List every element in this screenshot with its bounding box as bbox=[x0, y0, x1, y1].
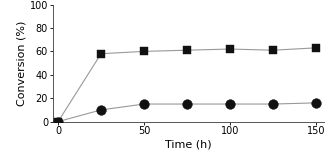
Y-axis label: Conversion (%): Conversion (%) bbox=[17, 20, 27, 106]
X-axis label: Time (h): Time (h) bbox=[166, 139, 212, 149]
